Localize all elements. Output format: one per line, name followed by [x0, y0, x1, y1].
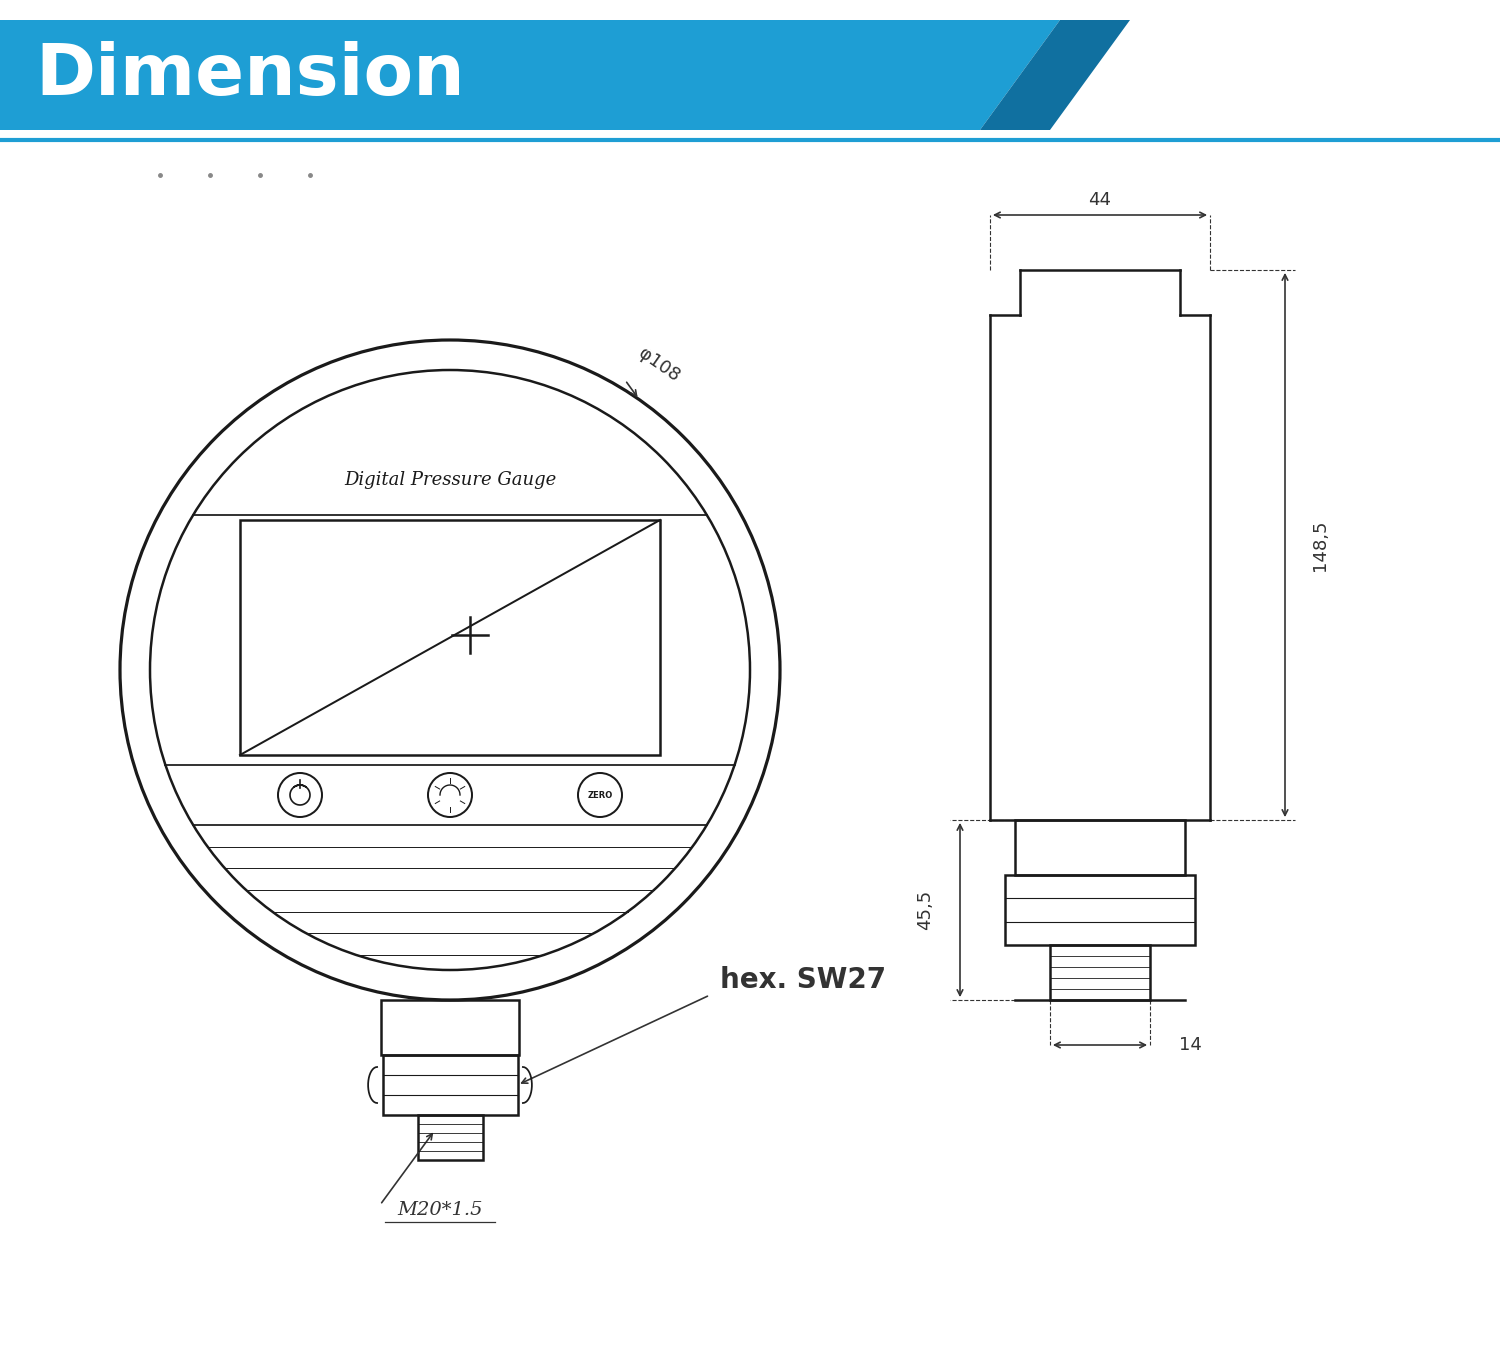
Text: Digital Pressure Gauge: Digital Pressure Gauge [344, 471, 556, 489]
Text: M20*1.5: M20*1.5 [398, 1202, 483, 1219]
Bar [1016, 819, 1185, 875]
Bar [382, 1054, 518, 1115]
Text: 45,5: 45,5 [916, 890, 934, 930]
Text: 14: 14 [1179, 1035, 1202, 1054]
Bar [240, 520, 660, 755]
Text: φ108: φ108 [634, 344, 682, 386]
Bar [417, 1115, 483, 1160]
Bar [381, 1000, 519, 1054]
Text: 148,5: 148,5 [1311, 520, 1329, 571]
Polygon shape [980, 20, 1130, 130]
Bar [1050, 945, 1150, 1000]
Text: 44: 44 [1089, 190, 1112, 209]
Text: hex. SW27: hex. SW27 [720, 967, 886, 994]
Text: Dimension: Dimension [34, 40, 465, 109]
Text: ZERO: ZERO [588, 791, 612, 799]
Polygon shape [0, 20, 1060, 130]
Bar [1005, 875, 1196, 945]
